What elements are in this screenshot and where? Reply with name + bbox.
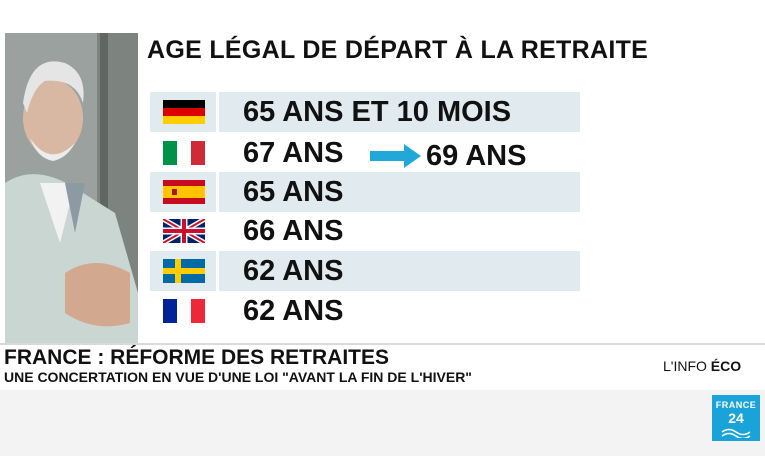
lower-third-headline: FRANCE : RÉFORME DES RETRAITES — [4, 346, 390, 369]
country-row: 62 ANS — [150, 251, 580, 291]
country-row: 67 ANS — [150, 133, 580, 173]
country-row: 62 ANS — [150, 291, 580, 331]
right-arrow-icon — [370, 143, 422, 174]
retirement-age-value: 65 ANS — [243, 176, 344, 208]
retirement-age-value: 66 ANS — [243, 215, 344, 247]
france24-logo: FRANCE 24 — [712, 395, 760, 441]
france-flag-icon — [163, 299, 205, 323]
spain-flag-icon — [163, 180, 205, 204]
retirement-age-value: 65 ANS ET 10 MOIS — [243, 96, 512, 128]
chart-title: AGE LÉGAL DE DÉPART À LA RETRAITE — [147, 36, 649, 64]
program-name: L'INFO ÉCO — [663, 358, 742, 374]
country-row: 65 ANS ET 10 MOIS — [150, 92, 580, 132]
italy-flag-icon — [163, 141, 205, 165]
country-row: 66 ANS — [150, 211, 580, 251]
divider — [0, 343, 765, 345]
retirement-age-target-value: 69 ANS — [426, 140, 527, 172]
waves-icon — [721, 428, 751, 438]
retirement-age-value: 62 ANS — [243, 255, 344, 287]
uk-flag-icon — [163, 219, 205, 243]
country-row: 65 ANS — [150, 172, 580, 212]
lower-third-subline: UNE CONCERTATION EN VUE D'UNE LOI "AVANT… — [4, 369, 472, 385]
germany-flag-icon — [163, 100, 205, 124]
retirement-age-value: 67 ANS — [243, 137, 344, 169]
photo-elderly-man — [5, 33, 138, 343]
sweden-flag-icon — [163, 259, 205, 283]
retirement-age-value: 62 ANS — [243, 295, 344, 327]
bottom-bar — [0, 390, 765, 456]
